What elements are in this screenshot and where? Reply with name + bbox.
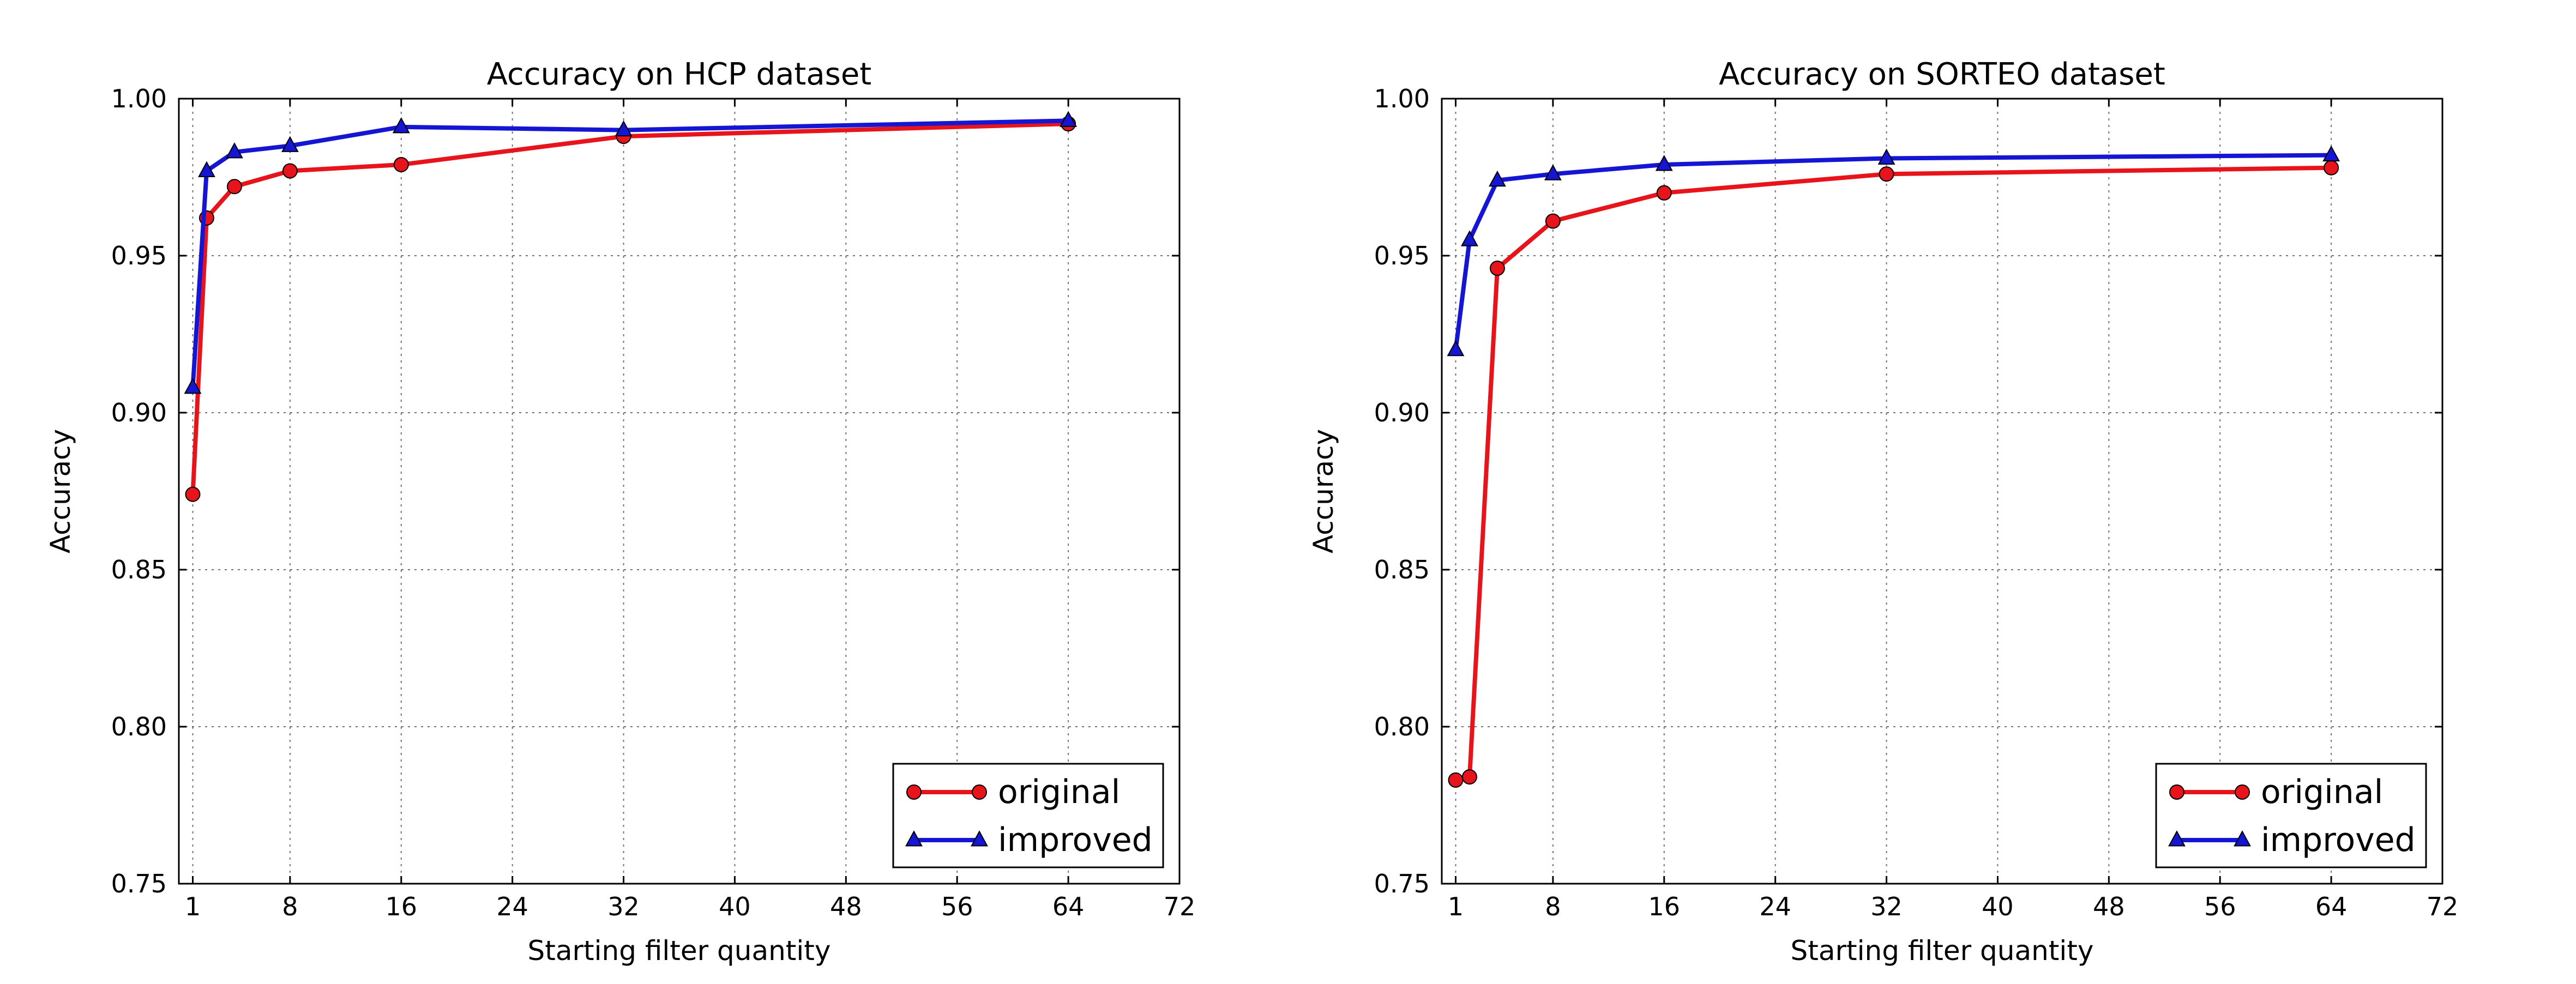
data-point-improved [615,120,633,137]
legend-box [892,763,1164,868]
legend-marker-original [906,784,922,800]
legend-marker-improved [905,830,923,847]
data-point-original [185,486,201,502]
data-point-improved [2322,145,2340,162]
data-point-improved [1655,155,1673,171]
chart-title: Accuracy on HCP dataset [487,57,872,92]
y-tick-label: 0.90 [111,398,167,427]
x-tick-label: 32 [607,892,640,921]
x-tick-label: 48 [830,892,862,921]
data-point-improved [1461,230,1478,246]
chart-title: Accuracy on SORTEO dataset [1719,57,2165,92]
legend-label-improved: improved [2261,821,2416,859]
data-point-original [1489,261,1505,276]
x-tick-label: 16 [386,892,418,921]
data-point-improved [1060,111,1078,127]
data-point-improved [1447,340,1465,357]
x-tick-label: 64 [1052,892,1085,921]
x-tick-label: 56 [2204,892,2236,921]
series-line-improved [190,118,1071,390]
x-tick-label: 40 [719,892,751,921]
legend-marker-improved [2234,830,2251,847]
x-tick-label: 32 [1870,892,1903,921]
y-tick-label: 0.95 [111,241,167,270]
data-point-original [1545,213,1561,229]
y-tick-label: 0.80 [111,712,167,741]
legend-marker-improved [971,830,988,847]
x-tick-label: 8 [1545,892,1561,921]
y-tick-label: 1.00 [1374,84,1430,113]
data-point-original [1879,166,1894,182]
x-axis-label: Starting filter quantity [527,935,830,967]
series-line-original [190,122,1071,497]
series-line-improved [1453,153,2334,352]
legend-label-improved: improved [998,821,1153,859]
plot-frame [1441,98,2443,885]
data-point-original [1656,185,1672,201]
y-tick-label: 0.85 [1374,555,1430,584]
x-axis-label: Starting filter quantity [1790,935,2093,967]
x-tick-label: 1 [1448,892,1464,921]
data-point-improved [198,161,215,177]
legend-marker-improved [2168,830,2186,847]
y-tick-label: 1.00 [111,84,167,113]
data-point-improved [1544,164,1562,180]
y-axis-label: Accuracy [45,429,76,553]
data-point-improved [184,378,202,394]
legend-label-original: original [2261,773,2383,811]
x-tick-label: 24 [1759,892,1791,921]
x-tick-label: 72 [1164,892,1196,921]
legend-box [2155,763,2427,868]
x-tick-label: 48 [2093,892,2125,921]
plot-frame [178,98,1181,885]
legend-marker-original [2235,784,2250,800]
y-tick-label: 0.75 [1374,869,1430,898]
y-tick-label: 0.90 [1374,398,1430,427]
series-line-original [1453,165,2334,782]
data-point-improved [281,136,299,152]
x-tick-label: 40 [1982,892,2014,921]
y-tick-label: 0.75 [111,869,167,898]
legend-marker-original [2169,784,2184,800]
legend: original improved [892,763,1164,868]
data-point-original [282,163,298,179]
x-tick-label: 8 [282,892,298,921]
data-point-original [1448,772,1464,788]
chart-panel-hcp: 1 8 16 24 32 40 48 56 64 72 0.75 0.80 0.85 0.90 0.95 1.… [45,57,1195,967]
data-point-original [393,156,409,172]
y-tick-label: 0.85 [111,555,167,584]
x-tick-label: 64 [2315,892,2348,921]
x-tick-label: 72 [2427,892,2459,921]
y-tick-label: 0.95 [1374,241,1430,270]
data-point-improved [226,142,243,159]
legend-marker-original [972,784,987,800]
chart-panel-sorteo: 1 8 16 24 32 40 48 56 64 72 0.75 0.80 0.85 0.90 0.95 1.… [1308,57,2458,967]
data-point-original [1461,769,1477,785]
y-axis-label: Accuracy [1308,429,1339,553]
x-tick-label: 56 [941,892,973,921]
y-tick-label: 0.80 [1374,712,1430,741]
x-tick-label: 1 [185,892,201,921]
data-point-improved [392,117,410,134]
legend: original improved [2155,763,2427,868]
legend-label-original: original [998,773,1120,811]
x-tick-label: 24 [496,892,528,921]
x-tick-label: 16 [1648,892,1681,921]
data-point-improved [1877,148,1895,165]
data-point-improved [1489,170,1506,187]
data-point-original [2324,160,2339,176]
data-point-original [226,179,242,195]
